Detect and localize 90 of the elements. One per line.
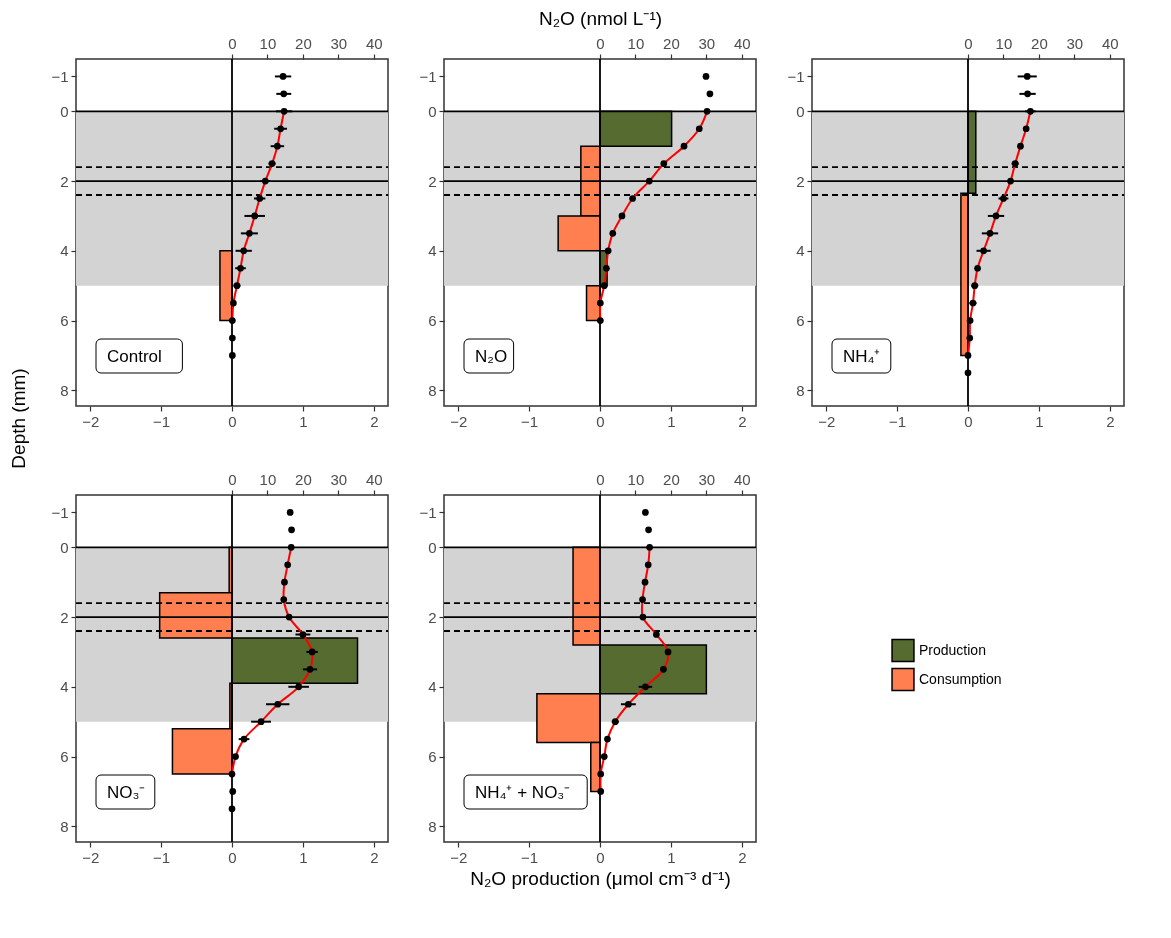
y-tick-label: 0 bbox=[428, 102, 437, 120]
x2-tick-label: 20 bbox=[1031, 34, 1048, 52]
x-tick-label: 1 bbox=[667, 412, 676, 430]
y-axis-title: Depth (mm) bbox=[7, 368, 29, 469]
annotation: NH₄⁺ bbox=[843, 347, 881, 366]
x2-tick-label: 0 bbox=[964, 34, 973, 52]
y-tick-label: 4 bbox=[60, 678, 69, 696]
y-tick-label: 6 bbox=[796, 312, 805, 330]
x2-tick-label: 40 bbox=[365, 34, 383, 52]
x-tick-label: −1 bbox=[889, 412, 907, 430]
x2-tick-label: 20 bbox=[295, 470, 312, 488]
x-tick-label: 2 bbox=[370, 412, 379, 430]
x2-tick-label: 30 bbox=[698, 470, 716, 488]
legend-label: Production bbox=[919, 641, 986, 658]
x2-tick-label: 10 bbox=[627, 470, 645, 488]
y-tick-label: 2 bbox=[428, 172, 437, 190]
y-tick-label: −1 bbox=[51, 503, 69, 521]
x2-tick-label: 0 bbox=[596, 34, 605, 52]
y-tick-label: −1 bbox=[787, 67, 805, 85]
x-tick-label: −1 bbox=[521, 848, 539, 866]
x2-tick-label: 40 bbox=[733, 470, 751, 488]
x2-tick-label: 0 bbox=[228, 470, 237, 488]
x-tick-label: 2 bbox=[738, 412, 747, 430]
x2-tick-label: 30 bbox=[698, 34, 716, 52]
y-tick-label: −1 bbox=[419, 503, 437, 521]
x2-tick-label: 0 bbox=[228, 34, 237, 52]
y-tick-label: 0 bbox=[60, 538, 69, 556]
y-tick-label: 4 bbox=[60, 242, 69, 260]
x2-tick-label: 20 bbox=[663, 470, 680, 488]
y-tick-label: 6 bbox=[60, 748, 69, 766]
x2-tick-label: 10 bbox=[627, 34, 645, 52]
x-tick-label: −1 bbox=[153, 412, 171, 430]
y-tick-label: 8 bbox=[796, 381, 805, 399]
x2-tick-label: 40 bbox=[1101, 34, 1119, 52]
y-tick-label: 8 bbox=[428, 381, 437, 399]
x-tick-label: 2 bbox=[370, 848, 379, 866]
x2-axis-title: N₂O (nmol L⁻¹) bbox=[538, 7, 663, 29]
x-tick-label: −2 bbox=[818, 412, 836, 430]
y-tick-label: 4 bbox=[796, 242, 805, 260]
x2-tick-label: 40 bbox=[733, 34, 751, 52]
x2-tick-label: 30 bbox=[330, 34, 348, 52]
y-tick-label: −1 bbox=[51, 67, 69, 85]
y-tick-label: 6 bbox=[428, 748, 437, 766]
x-tick-label: 0 bbox=[228, 848, 237, 866]
x-tick-label: 0 bbox=[596, 412, 605, 430]
y-tick-label: 8 bbox=[428, 817, 437, 835]
x-tick-label: 0 bbox=[228, 412, 237, 430]
y-tick-label: 2 bbox=[796, 172, 805, 190]
x-tick-label: 2 bbox=[1106, 412, 1115, 430]
y-tick-label: 2 bbox=[60, 172, 69, 190]
y-tick-label: 8 bbox=[60, 817, 69, 835]
x-tick-label: 0 bbox=[596, 848, 605, 866]
annotation: Control bbox=[107, 347, 162, 366]
y-tick-label: 6 bbox=[60, 312, 69, 330]
y-tick-label: −1 bbox=[419, 67, 437, 85]
y-tick-label: 4 bbox=[428, 242, 437, 260]
x2-tick-label: 20 bbox=[295, 34, 312, 52]
x-tick-label: −2 bbox=[82, 848, 100, 866]
x-tick-label: −2 bbox=[82, 412, 100, 430]
x-axis-title: N₂O production (μmol cm⁻³ d⁻¹) bbox=[470, 867, 731, 889]
annotation: N₂O bbox=[475, 347, 508, 366]
x2-tick-label: 10 bbox=[995, 34, 1013, 52]
x-tick-label: 1 bbox=[299, 412, 308, 430]
x2-tick-label: 0 bbox=[596, 470, 605, 488]
x-tick-label: 0 bbox=[964, 412, 973, 430]
x2-tick-label: 10 bbox=[259, 34, 277, 52]
x-tick-label: −1 bbox=[521, 412, 539, 430]
x2-tick-label: 10 bbox=[259, 470, 277, 488]
x-tick-label: 1 bbox=[299, 848, 308, 866]
x-tick-label: 1 bbox=[667, 848, 676, 866]
y-tick-label: 0 bbox=[796, 102, 805, 120]
y-tick-label: 2 bbox=[428, 608, 437, 626]
x-tick-label: −2 bbox=[450, 848, 468, 866]
y-tick-label: 6 bbox=[428, 312, 437, 330]
x-tick-label: 1 bbox=[1035, 412, 1044, 430]
x-tick-label: 2 bbox=[738, 848, 747, 866]
x-tick-label: −2 bbox=[450, 412, 468, 430]
y-tick-label: 0 bbox=[60, 102, 69, 120]
y-tick-label: 4 bbox=[428, 678, 437, 696]
x-tick-label: −1 bbox=[153, 848, 171, 866]
annotation: NH₄⁺ + NO₃⁻ bbox=[475, 783, 571, 802]
x2-tick-label: 30 bbox=[1066, 34, 1084, 52]
legend-label: Consumption bbox=[919, 670, 1002, 687]
y-tick-label: 8 bbox=[60, 381, 69, 399]
y-tick-label: 2 bbox=[60, 608, 69, 626]
x2-tick-label: 40 bbox=[365, 470, 383, 488]
annotation: NO₃⁻ bbox=[107, 783, 146, 802]
x2-tick-label: 30 bbox=[330, 470, 348, 488]
x2-tick-label: 20 bbox=[663, 34, 680, 52]
y-tick-label: 0 bbox=[428, 538, 437, 556]
